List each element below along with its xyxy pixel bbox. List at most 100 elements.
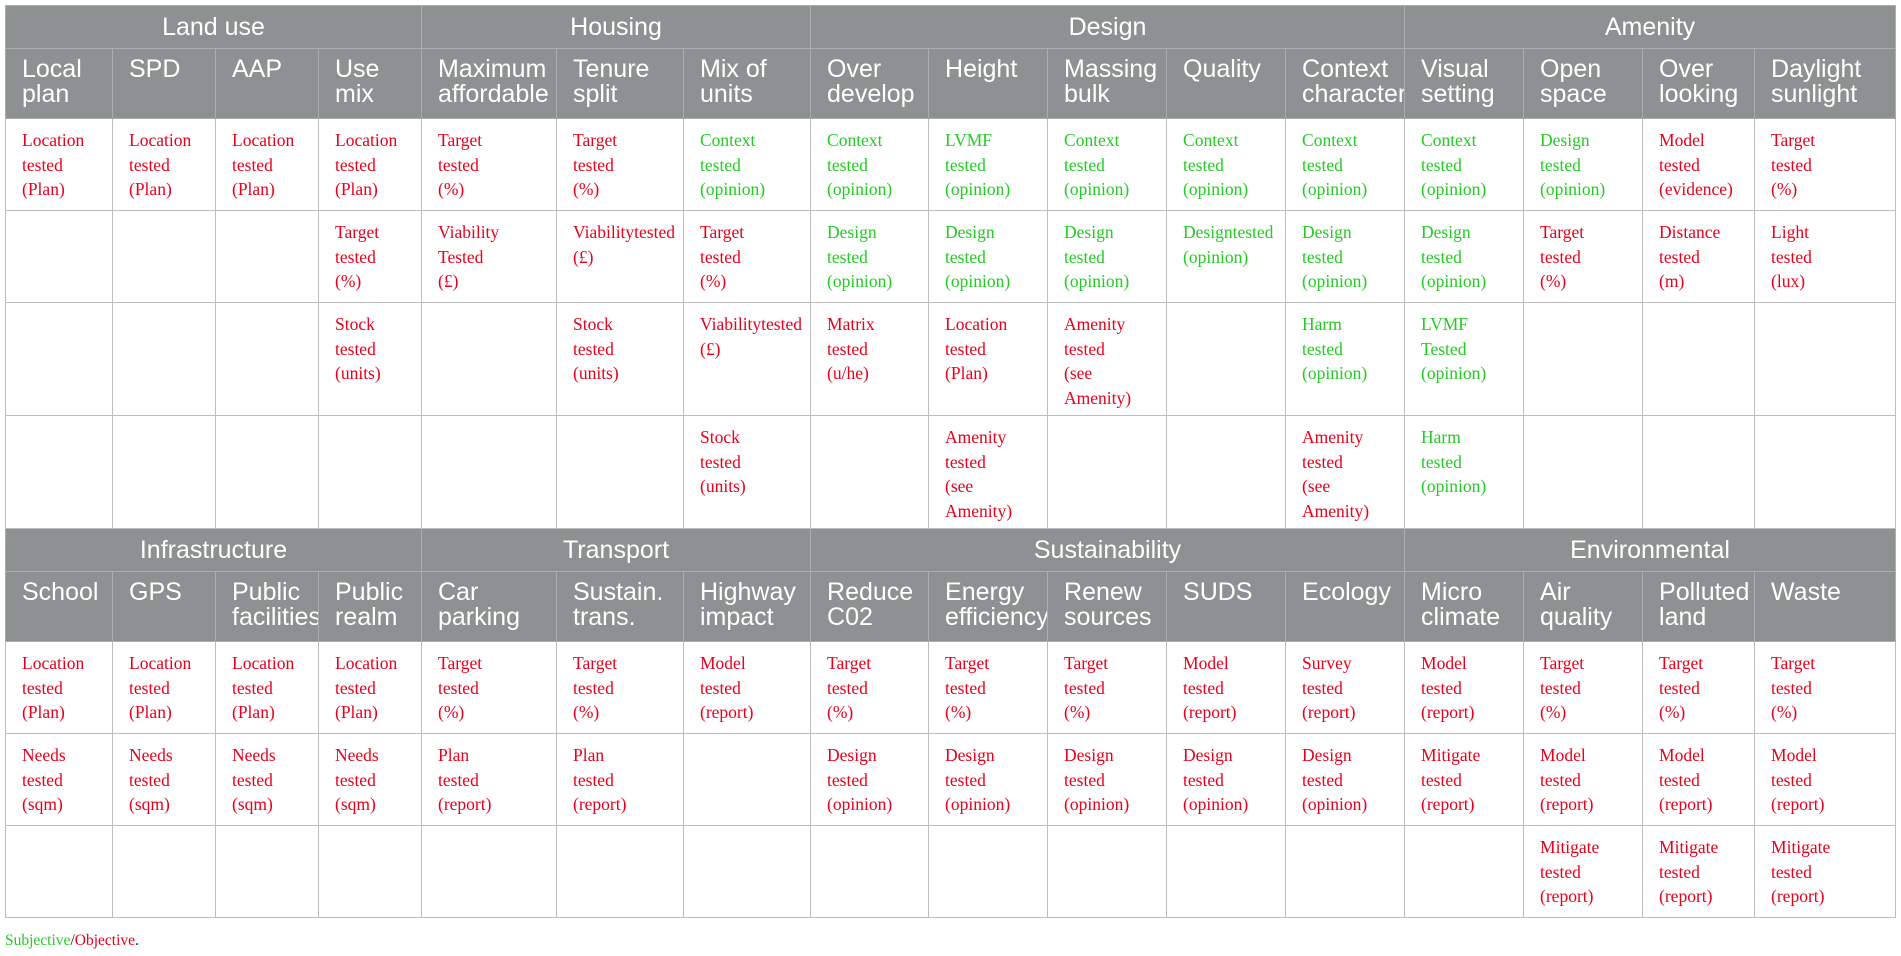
table-cell: Model tested (report) — [682, 641, 812, 734]
table-cell — [5, 210, 113, 303]
table-cell — [1166, 415, 1287, 529]
table-row: Location tested (Plan) Location tested (P… — [5, 641, 1897, 734]
column-header-cell: School — [5, 571, 113, 642]
column-header-cell: Public facilities — [215, 571, 319, 642]
table-cell — [421, 302, 557, 416]
table-cell — [112, 825, 216, 918]
column-header-cell: Visual setting — [1404, 48, 1525, 119]
table-cell: Target tested (%) — [421, 641, 557, 734]
table-cell — [1047, 825, 1168, 918]
table-cell: Plan tested (report) — [556, 733, 684, 826]
table-row: Mitigate tested (report) Mitigate tested … — [5, 825, 1897, 918]
table-cell — [215, 825, 319, 918]
column-header-cell: Massing bulk — [1047, 48, 1168, 119]
table-cell: Model tested (report) — [1166, 641, 1287, 734]
table-cell: Mitigate tested (report) — [1642, 825, 1756, 918]
table-cell — [928, 825, 1049, 918]
table-cell: Amenity tested (see Amenity) — [1285, 415, 1406, 529]
column-header-cell: Air quality — [1523, 571, 1644, 642]
group-header-row: Land use Housing Design Amenity — [5, 5, 1897, 49]
table-cell — [1166, 302, 1287, 416]
table-cell — [1523, 302, 1644, 416]
group-header-row: Infrastructure Transport Sustainability Env… — [5, 528, 1897, 572]
table-cell — [1047, 415, 1168, 529]
column-header-cell: Maximum affordable — [421, 48, 557, 119]
table-cell: Harm tested (opinion) — [1404, 415, 1525, 529]
table-cell: Design tested (opinion) — [1047, 210, 1168, 303]
column-header-cell: Over develop — [810, 48, 930, 119]
table-cell: Amenity tested (see Amenity) — [928, 415, 1049, 529]
column-header-cell: Waste — [1754, 571, 1897, 642]
table-cell — [215, 302, 319, 416]
column-header-cell: Use mix — [318, 48, 422, 119]
group-header-cell: Amenity — [1404, 5, 1897, 49]
column-header-cell: Reduce C02 — [810, 571, 930, 642]
table-cell: Model tested (report) — [1404, 641, 1525, 734]
group-header-cell: Land use — [5, 5, 422, 49]
column-header-cell: Car parking — [421, 571, 557, 642]
table-cell: Location tested (Plan) — [112, 118, 216, 211]
table-cell: Target tested (%) — [810, 641, 930, 734]
table-cell — [682, 733, 812, 826]
table-cell: Needs tested (sqm) — [318, 733, 422, 826]
table-cell — [112, 302, 216, 416]
table-cell — [1166, 825, 1287, 918]
table-cell: Design tested (opinion) — [1166, 733, 1287, 826]
table-row: Stock tested (units) Stock tested (units)… — [5, 302, 1897, 416]
table-cell: Matrix tested (u/he) — [810, 302, 930, 416]
table-cell: Location tested (Plan) — [928, 302, 1049, 416]
column-header-cell: Sustain. trans. — [556, 571, 684, 642]
column-header-cell: Height — [928, 48, 1049, 119]
table-cell: Context tested (opinion) — [1047, 118, 1168, 211]
table-cell — [1285, 825, 1406, 918]
table-cell: Design tested (opinion) — [1285, 733, 1406, 826]
column-header-cell: Open space — [1523, 48, 1644, 119]
table-cell: Stock tested (units) — [556, 302, 684, 416]
table-cell — [1754, 302, 1897, 416]
column-header-cell: Renew sources — [1047, 571, 1168, 642]
table-cell: Location tested (Plan) — [215, 118, 319, 211]
table-cell: Needs tested (sqm) — [112, 733, 216, 826]
table-cell: Target tested (%) — [1523, 641, 1644, 734]
table-cell — [5, 302, 113, 416]
table-cell: Distance tested (m) — [1642, 210, 1756, 303]
table-cell: LVMF tested (opinion) — [928, 118, 1049, 211]
column-header-cell: Daylight sunlight — [1754, 48, 1897, 119]
table-cell: Survey tested (report) — [1285, 641, 1406, 734]
table-cell: Target tested (%) — [421, 118, 557, 211]
table-cell — [318, 415, 422, 529]
column-header-cell: SPD — [112, 48, 216, 119]
table-cell — [421, 415, 557, 529]
table-cell: Location tested (Plan) — [5, 641, 113, 734]
column-header-cell: Micro climate — [1404, 571, 1525, 642]
table-cell — [1642, 415, 1756, 529]
planning-tests-table-container: Land use Housing Design Amenity Local plan SP… — [5, 5, 1897, 918]
group-header-cell: Sustainability — [810, 528, 1406, 572]
table-row: Needs tested (sqm) Needs tested (sqm) Need… — [5, 733, 1897, 826]
table-cell: Designtested (opinion) — [1166, 210, 1287, 303]
table-cell: Light tested (lux) — [1754, 210, 1897, 303]
table-cell: Location tested (Plan) — [215, 641, 319, 734]
table-row: Location tested (Plan) Location tested (P… — [5, 118, 1897, 211]
column-header-cell: Tenure split — [556, 48, 684, 119]
table-cell — [318, 825, 422, 918]
table-cell — [215, 415, 319, 529]
table-cell — [556, 825, 684, 918]
table-cell: Amenity tested (see Amenity) — [1047, 302, 1168, 416]
table-cell: Location tested (Plan) — [318, 641, 422, 734]
table-cell: Stock tested (units) — [318, 302, 422, 416]
table-cell: Needs tested (sqm) — [5, 733, 113, 826]
table-cell: Model tested (report) — [1754, 733, 1897, 826]
table-cell: Context tested (opinion) — [1166, 118, 1287, 211]
table-cell: Target tested (%) — [1754, 118, 1897, 211]
column-header-cell: SUDS — [1166, 571, 1287, 642]
column-header-cell: Polluted land — [1642, 571, 1756, 642]
table-cell — [810, 415, 930, 529]
table-cell: LVMF Tested (opinion) — [1404, 302, 1525, 416]
group-header-cell: Housing — [420, 5, 812, 49]
table-cell: Location tested (Plan) — [5, 118, 113, 211]
table-cell: Design tested (opinion) — [928, 210, 1049, 303]
column-header-cell: Mix of units — [682, 48, 812, 119]
table-cell: Design tested (opinion) — [1523, 118, 1644, 211]
table-cell: Model tested (report) — [1523, 733, 1644, 826]
